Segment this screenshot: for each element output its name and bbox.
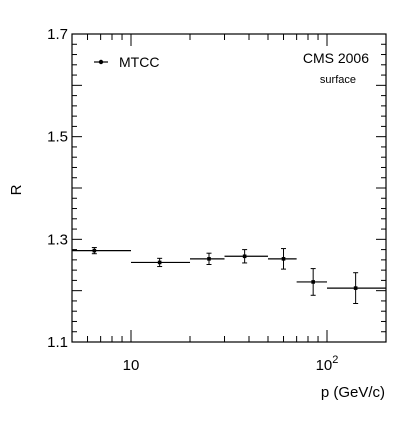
point-marker	[92, 248, 97, 253]
data-point	[72, 247, 132, 255]
x-axis-title: p (GeV/c)	[321, 384, 385, 401]
legend-marker	[98, 59, 104, 65]
series-mtcc	[72, 247, 386, 304]
annotation-main: CMS 2006	[303, 50, 369, 66]
data-point	[190, 252, 225, 265]
point-marker	[157, 260, 162, 265]
point-marker	[311, 280, 315, 284]
y-axis-title: R	[8, 184, 25, 195]
y-tick-label: 1.5	[47, 129, 68, 146]
y-tick-label: 1.3	[47, 231, 68, 248]
annotation: CMS 2006 surface	[303, 50, 369, 86]
point-marker	[207, 257, 211, 261]
annotation-sub: surface	[320, 74, 356, 86]
legend-label: MTCC	[119, 54, 159, 70]
legend: MTCC	[94, 54, 159, 70]
y-tick-label: 1.7	[47, 26, 68, 43]
y-axis: 1.1 1.3 1.5 1.7	[47, 26, 386, 351]
data-point	[267, 248, 297, 270]
data-point	[296, 268, 327, 296]
point-marker	[353, 286, 358, 290]
point-marker	[281, 257, 286, 261]
data-point	[224, 249, 268, 264]
y-tick-label: 1.1	[47, 334, 68, 351]
x-tick-label-exponent: 2	[332, 354, 338, 366]
data-point	[326, 272, 386, 304]
x-tick-label: 10	[123, 357, 140, 374]
point-marker	[242, 254, 247, 259]
data-point	[131, 257, 191, 268]
